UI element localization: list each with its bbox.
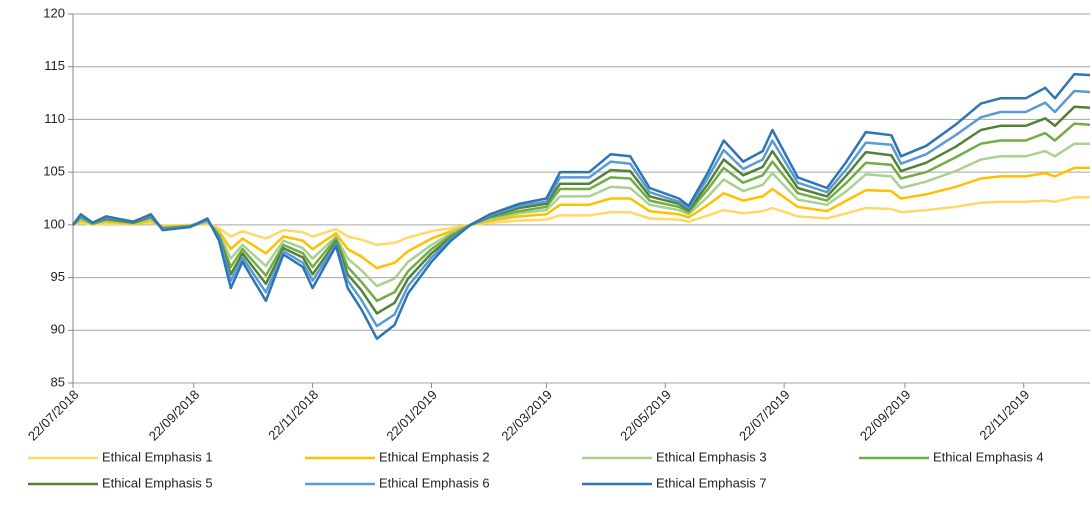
x-tick-label: 22/09/2019	[857, 387, 914, 444]
series-line	[72, 166, 1090, 270]
y-tick-label: 100	[43, 216, 65, 231]
series-line	[72, 142, 1090, 288]
y-tick-label: 95	[51, 269, 65, 284]
y-tick-label: 115	[44, 58, 65, 73]
legend-label: Ethical Emphasis 3	[656, 449, 767, 464]
x-tick-label: 22/05/2019	[617, 387, 674, 444]
y-tick-label: 105	[43, 164, 65, 179]
y-tick-label: 110	[44, 111, 65, 126]
series-line	[72, 196, 1090, 247]
legend-label: Ethical Emphasis 7	[656, 475, 767, 490]
y-tick-label: 120	[43, 5, 65, 20]
x-tick-label: 22/11/2018	[265, 387, 321, 443]
x-tick-label: 22/03/2019	[498, 387, 555, 444]
y-tick-label: 90	[51, 322, 65, 337]
series-line	[71, 72, 1091, 340]
x-tick-label: 22/07/2019	[736, 387, 793, 444]
legend-label: Ethical Emphasis 5	[102, 475, 213, 490]
x-tick-label: 22/09/2018	[146, 387, 203, 444]
legend-label: Ethical Emphasis 2	[379, 449, 490, 464]
x-tick-label: 22/01/2019	[383, 387, 440, 444]
x-tick-label: 22/11/2019	[976, 387, 1032, 443]
legend-label: Ethical Emphasis 1	[102, 449, 213, 464]
series-line	[72, 122, 1091, 303]
legend-label: Ethical Emphasis 6	[379, 475, 490, 490]
y-tick-label: 85	[51, 374, 65, 389]
x-tick-label: 22/07/2018	[25, 387, 82, 444]
legend-label: Ethical Emphasis 4	[933, 449, 1044, 464]
